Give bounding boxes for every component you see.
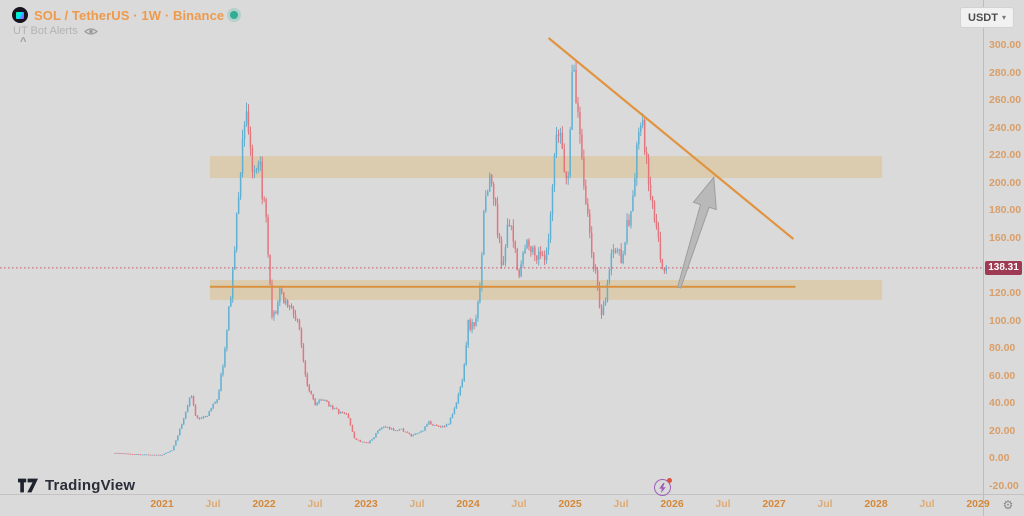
symbol-legend[interactable]: SOL / TetherUS · 1W · Binance bbox=[12, 7, 239, 23]
time-tick-label: 2021 bbox=[150, 498, 174, 510]
price-tick-label: 100.00 bbox=[989, 314, 1022, 327]
price-tick-label: 220.00 bbox=[989, 149, 1022, 162]
price-tick-label: 40.00 bbox=[989, 397, 1016, 410]
time-tick-label: Jul bbox=[919, 498, 935, 510]
price-tick-label: 0.00 bbox=[989, 452, 1010, 465]
price-tick-label: 20.00 bbox=[989, 424, 1016, 437]
time-tick-label: Jul bbox=[511, 498, 527, 510]
currency-unit-label: USDT bbox=[968, 11, 998, 24]
indicator-name[interactable]: UT Bot Alerts bbox=[13, 25, 78, 37]
time-tick-label: Jul bbox=[613, 498, 629, 510]
candlestick-series bbox=[114, 59, 668, 456]
demand-zone[interactable] bbox=[209, 279, 883, 300]
projection-arrow[interactable] bbox=[676, 176, 717, 289]
last-price-label: 138.31 bbox=[985, 260, 1022, 275]
price-tick-label: 300.00 bbox=[989, 39, 1022, 51]
gear-icon[interactable]: ⚙ bbox=[1002, 498, 1014, 512]
time-tick-label: 2027 bbox=[762, 498, 786, 510]
price-tick-label: 180.00 bbox=[989, 204, 1022, 217]
price-tick-label: 200.00 bbox=[989, 176, 1022, 189]
tradingview-brand-text: TradingView bbox=[45, 477, 136, 494]
chevron-down-icon: ▾ bbox=[1001, 13, 1006, 22]
time-axis-separator bbox=[0, 494, 1024, 495]
time-tick-label: 2029 bbox=[966, 498, 990, 510]
time-tick-label: 2028 bbox=[864, 498, 888, 510]
time-tick-label: 2025 bbox=[558, 498, 582, 510]
solana-logo-icon bbox=[12, 7, 28, 23]
price-tick-label: 120.00 bbox=[989, 287, 1022, 300]
market-status-dot bbox=[230, 11, 239, 19]
tradingview-watermark[interactable]: TradingView bbox=[18, 477, 135, 494]
time-axis[interactable]: 2021 Jul 2022 Jul 2023 Jul 2024 Jul 2025 Jul 2026 J… bbox=[0, 495, 989, 516]
price-axis[interactable]: 300.00 280.00 260.00 240.00 220.00 200.00 180.… bbox=[984, 0, 1024, 494]
time-tick-label: 2023 bbox=[354, 498, 378, 510]
notification-dot bbox=[667, 478, 672, 483]
hide-indicator-eye-icon[interactable] bbox=[83, 26, 98, 37]
time-tick-label: Jul bbox=[307, 498, 323, 510]
legend-collapse-caret[interactable]: ^ bbox=[20, 36, 27, 48]
tradingview-logo-icon bbox=[18, 478, 38, 493]
time-tick-label: Jul bbox=[409, 498, 425, 510]
price-tick-label: -20.00 bbox=[989, 479, 1019, 492]
supply-zone[interactable] bbox=[209, 156, 883, 178]
price-tick-label: 280.00 bbox=[989, 66, 1022, 79]
price-tick-label: 80.00 bbox=[989, 342, 1016, 355]
price-axis-separator bbox=[983, 0, 984, 516]
time-tick-label: Jul bbox=[715, 498, 731, 510]
alert-reminder-icon[interactable] bbox=[654, 478, 672, 496]
price-tick-label: 60.00 bbox=[989, 369, 1016, 382]
indicator-legend[interactable]: UT Bot Alerts bbox=[13, 25, 98, 37]
time-tick-label: 2026 bbox=[660, 498, 684, 510]
time-tick-label: 2022 bbox=[252, 498, 276, 510]
descending-trendline[interactable] bbox=[547, 37, 795, 240]
lightning-icon bbox=[659, 482, 666, 493]
price-tick-label: 260.00 bbox=[989, 94, 1022, 107]
symbol-title[interactable]: SOL / TetherUS · 1W · Binance bbox=[34, 7, 225, 23]
price-tick-label: 240.00 bbox=[989, 121, 1022, 134]
time-tick-label: Jul bbox=[205, 498, 221, 510]
time-tick-label: Jul bbox=[817, 498, 833, 510]
currency-unit-button[interactable]: USDT ▾ bbox=[960, 7, 1014, 28]
price-tick-label: 160.00 bbox=[989, 231, 1022, 244]
time-tick-label: 2024 bbox=[456, 498, 480, 510]
